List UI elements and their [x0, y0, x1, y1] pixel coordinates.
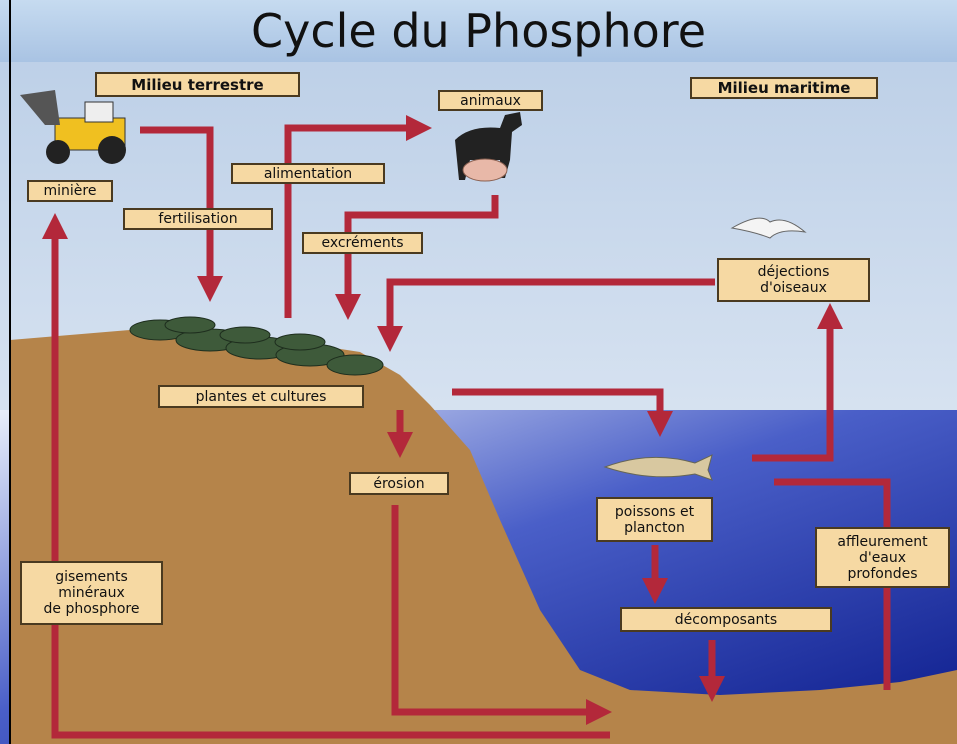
node: alimentation: [231, 163, 385, 184]
node-label: gisements: [55, 569, 128, 585]
node-label: déjections: [758, 264, 830, 280]
node-label: plantes et cultures: [196, 389, 327, 405]
page: Cycle du Phosphore Milieu terrestre Mili…: [0, 0, 957, 744]
region-label: Milieu terrestre: [95, 72, 300, 97]
node-label: décomposants: [675, 612, 777, 628]
region-label: Milieu maritime: [690, 77, 878, 99]
node: érosion: [349, 472, 449, 495]
node-label: minière: [44, 183, 97, 199]
node-label: fertilisation: [158, 211, 237, 227]
node: fertilisation: [123, 208, 273, 230]
node-label: poissons et: [615, 504, 694, 520]
node-label: plancton: [624, 520, 685, 536]
pig-icon: [463, 159, 507, 181]
node: décomposants: [620, 607, 832, 632]
node-label: érosion: [373, 476, 424, 492]
node-label: d'oiseaux: [760, 280, 827, 296]
node: excréments: [302, 232, 423, 254]
diagram-background: [0, 0, 957, 744]
node: animaux: [438, 90, 543, 111]
node-label: minéraux: [58, 585, 125, 601]
node-label: affleurement: [837, 534, 927, 550]
node-label: de phosphore: [44, 601, 140, 617]
title: Cycle du Phosphore: [0, 0, 957, 62]
node-label: animaux: [460, 93, 521, 109]
node-label: alimentation: [264, 166, 352, 182]
node-label: d'eaux: [859, 550, 906, 566]
node: plantes et cultures: [158, 385, 364, 408]
node-label: profondes: [847, 566, 917, 582]
node-label: excréments: [321, 235, 403, 251]
node: minière: [27, 180, 113, 202]
